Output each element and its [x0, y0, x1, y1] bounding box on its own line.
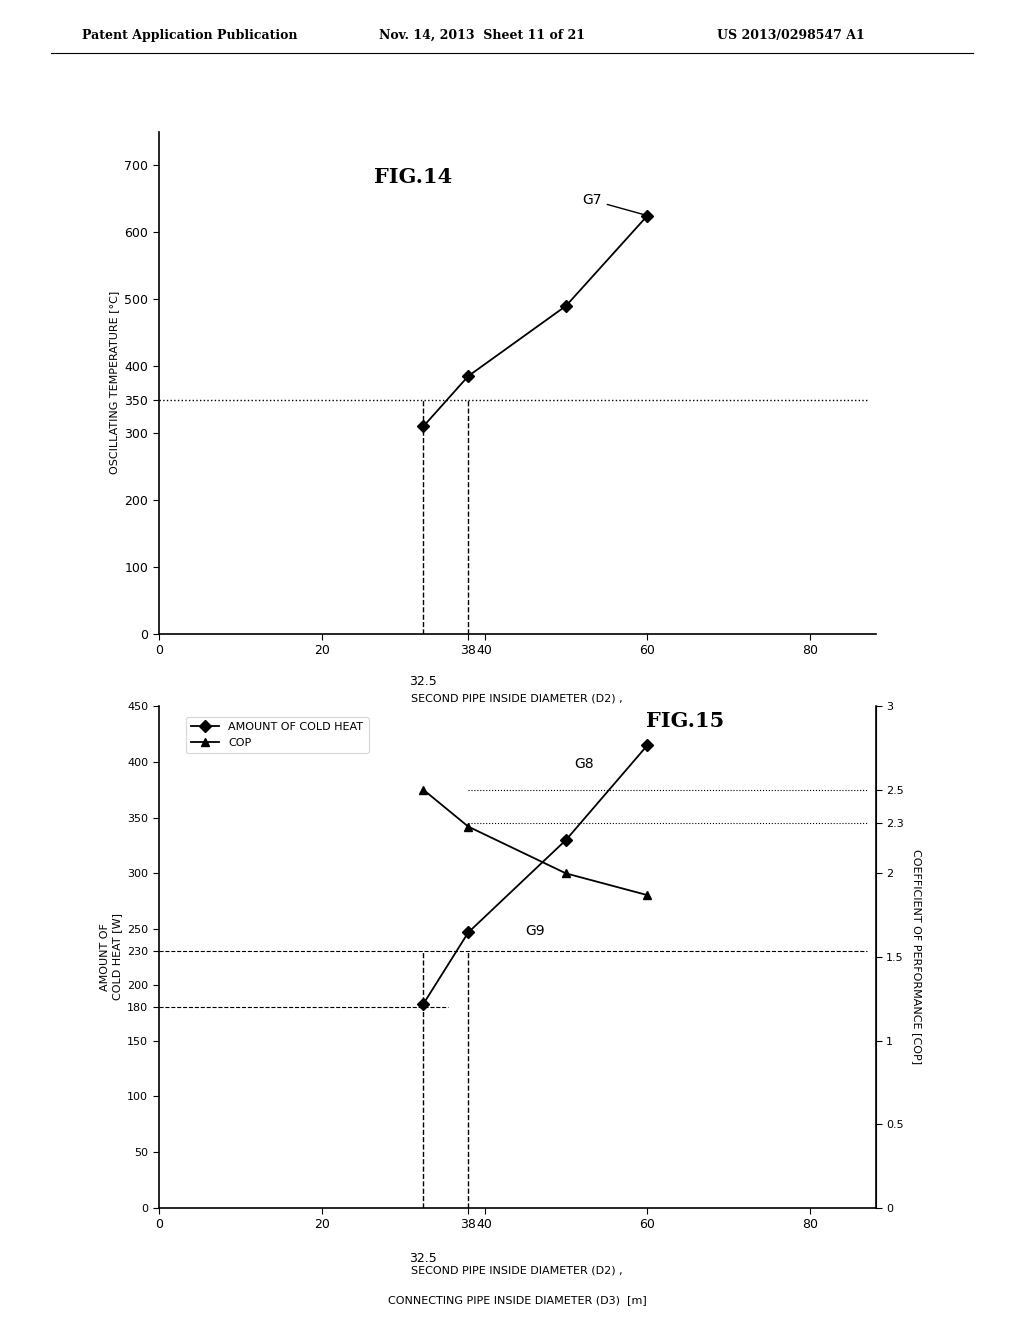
Line: AMOUNT OF COLD HEAT: AMOUNT OF COLD HEAT [419, 741, 651, 1008]
Line: COP: COP [419, 785, 651, 899]
Text: G9: G9 [525, 924, 545, 937]
AMOUNT OF COLD HEAT [418, 995, 430, 1011]
Text: 32.5: 32.5 [410, 1253, 437, 1266]
AMOUNT OF COLD HEAT [462, 924, 474, 940]
Text: FIG.15: FIG.15 [646, 711, 724, 731]
Y-axis label: OSCILLATING TEMPERATURE [°C]: OSCILLATING TEMPERATURE [°C] [109, 292, 119, 474]
COP [560, 866, 572, 882]
Text: SECOND PIPE INSIDE DIAMETER (D2) ,: SECOND PIPE INSIDE DIAMETER (D2) , [412, 694, 623, 704]
Text: G7: G7 [583, 193, 645, 215]
Legend: AMOUNT OF COLD HEAT, COP: AMOUNT OF COLD HEAT, COP [185, 717, 369, 754]
Text: CONNECTING PIPE INSIDE DIAMETER (D3)  [m]: CONNECTING PIPE INSIDE DIAMETER (D3) [m] [388, 723, 646, 734]
Text: SECOND PIPE INSIDE DIAMETER (D2) ,: SECOND PIPE INSIDE DIAMETER (D2) , [412, 1266, 623, 1275]
COP [641, 887, 653, 903]
Text: Patent Application Publication: Patent Application Publication [82, 29, 297, 42]
Text: Nov. 14, 2013  Sheet 11 of 21: Nov. 14, 2013 Sheet 11 of 21 [379, 29, 585, 42]
AMOUNT OF COLD HEAT [560, 832, 572, 847]
COP [418, 781, 430, 797]
Y-axis label: COEFFICIENT OF PERFORMANCE [COP]: COEFFICIENT OF PERFORMANCE [COP] [912, 850, 922, 1064]
Text: US 2013/0298547 A1: US 2013/0298547 A1 [717, 29, 864, 42]
AMOUNT OF COLD HEAT [641, 738, 653, 754]
COP [462, 818, 474, 834]
Text: G8: G8 [574, 756, 594, 771]
Text: FIG.14: FIG.14 [374, 168, 452, 187]
Text: 32.5: 32.5 [410, 675, 437, 688]
Y-axis label: AMOUNT OF
COLD HEAT [W]: AMOUNT OF COLD HEAT [W] [100, 913, 122, 1001]
Text: CONNECTING PIPE INSIDE DIAMETER (D3)  [m]: CONNECTING PIPE INSIDE DIAMETER (D3) [m] [388, 1296, 646, 1305]
